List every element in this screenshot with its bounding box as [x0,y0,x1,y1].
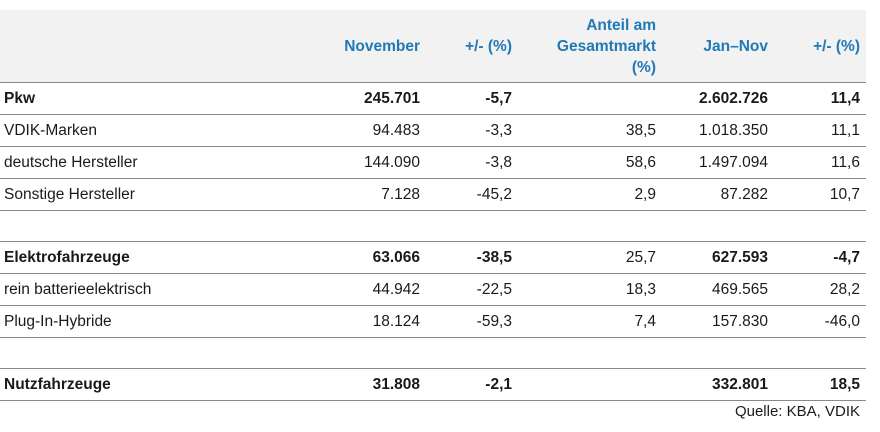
row-jan-nov: 469.565 [662,273,774,306]
row-jan-nov: 332.801 [662,368,774,401]
table-row-elektrofahrzeuge: Elektrofahrzeuge 63.066 -38,5 25,7 627.5… [0,241,866,274]
spacer-cell [0,210,312,242]
row-november: 44.942 [312,273,426,306]
table-row-nutzfahrzeuge: Nutzfahrzeuge 31.808 -2,1 332.801 18,5 [0,368,866,401]
row-change-november: -38,5 [426,241,518,274]
row-jan-nov: 2.602.726 [662,82,774,115]
row-change-jan-nov: 10,7 [774,178,866,211]
row-change-jan-nov: -4,7 [774,241,866,274]
spacer-cell [662,210,774,242]
row-market-share [518,82,662,115]
spacer-cell [662,337,774,369]
row-label: Sonstige Hersteller [0,178,312,211]
table-row-rein-batterieelektrisch: rein batterieelektrisch 44.942 -22,5 18,… [0,273,866,306]
header-market-share-line2: Gesamtmarkt [556,37,656,55]
table-row-vdik-marken: VDIK-Marken 94.483 -3,3 38,5 1.018.350 1… [0,114,866,147]
source-note: Quelle: KBA, VDIK [734,403,860,420]
registration-table-container: November +/- (%) Anteil am Gesamtmarkt (… [0,10,866,401]
header-jan-nov: Jan–Nov [662,10,774,83]
row-change-november: -22,5 [426,273,518,306]
spacer-cell [312,337,426,369]
header-market-share-line1: Anteil am [586,16,656,34]
row-change-november: -45,2 [426,178,518,211]
row-change-jan-nov: -46,0 [774,305,866,338]
row-label: VDIK-Marken [0,114,312,147]
row-label: deutsche Hersteller [0,146,312,179]
registration-table: November +/- (%) Anteil am Gesamtmarkt (… [0,10,866,401]
row-november: 31.808 [312,368,426,401]
table-spacer-row [0,210,866,242]
row-change-november: -5,7 [426,82,518,115]
row-change-jan-nov: 11,4 [774,82,866,115]
row-jan-nov: 157.830 [662,305,774,338]
row-market-share [518,368,662,401]
row-change-november: -3,8 [426,146,518,179]
row-market-share: 2,9 [518,178,662,211]
row-november: 7.128 [312,178,426,211]
row-jan-nov: 1.018.350 [662,114,774,147]
header-market-share: Anteil am Gesamtmarkt (%) [518,10,662,83]
table-row-deutsche-hersteller: deutsche Hersteller 144.090 -3,8 58,6 1.… [0,146,866,179]
row-label: Nutzfahrzeuge [0,368,312,401]
row-jan-nov: 1.497.094 [662,146,774,179]
row-label: Plug-In-Hybride [0,305,312,338]
row-change-november: -59,3 [426,305,518,338]
row-change-jan-nov: 11,6 [774,146,866,179]
row-label: Pkw [0,82,312,115]
header-november: November [312,10,426,83]
row-change-jan-nov: 11,1 [774,114,866,147]
header-market-share-line3: (%) [631,58,656,76]
spacer-cell [312,210,426,242]
row-market-share: 58,6 [518,146,662,179]
row-label: Elektrofahrzeuge [0,241,312,274]
row-november: 245.701 [312,82,426,115]
table-spacer-row [0,337,866,369]
header-change-jan-nov: +/- (%) [774,10,866,83]
table-row-pkw: Pkw 245.701 -5,7 2.602.726 11,4 [0,82,866,115]
header-change-november: +/- (%) [426,10,518,83]
row-jan-nov: 87.282 [662,178,774,211]
spacer-cell [426,210,518,242]
row-jan-nov: 627.593 [662,241,774,274]
spacer-cell [518,337,662,369]
row-market-share: 7,4 [518,305,662,338]
table-row-plug-in-hybride: Plug-In-Hybride 18.124 -59,3 7,4 157.830… [0,305,866,338]
row-label: rein batterieelektrisch [0,273,312,306]
row-market-share: 25,7 [518,241,662,274]
row-change-jan-nov: 28,2 [774,273,866,306]
header-label [0,10,312,83]
row-november: 94.483 [312,114,426,147]
row-market-share: 38,5 [518,114,662,147]
spacer-cell [0,337,312,369]
row-november: 18.124 [312,305,426,338]
table-header-row: November +/- (%) Anteil am Gesamtmarkt (… [0,10,866,83]
row-change-jan-nov: 18,5 [774,368,866,401]
row-november: 144.090 [312,146,426,179]
spacer-cell [518,210,662,242]
row-change-november: -3,3 [426,114,518,147]
spacer-cell [774,210,866,242]
spacer-cell [774,337,866,369]
spacer-cell [426,337,518,369]
row-november: 63.066 [312,241,426,274]
row-change-november: -2,1 [426,368,518,401]
table-row-sonstige-hersteller: Sonstige Hersteller 7.128 -45,2 2,9 87.2… [0,178,866,211]
row-market-share: 18,3 [518,273,662,306]
